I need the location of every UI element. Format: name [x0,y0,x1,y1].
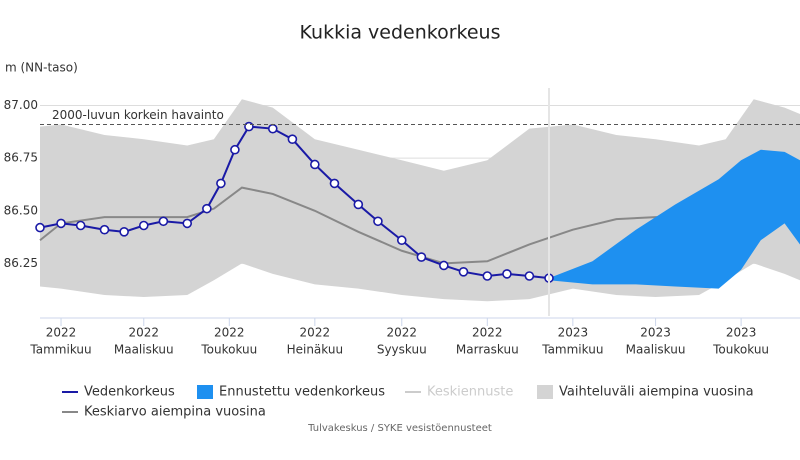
legend-label: Vaihteluväli aiempina vuosina [559,385,754,400]
x-tick-label: 2023 [726,326,757,340]
source: Tulvakeskus / SYKE vesistöennusteet [307,423,492,434]
x-tick-label: Heinäkuu [287,343,344,357]
marker [439,260,449,271]
y-tick-label: 86.50 [4,203,38,217]
x-tick-label: 2022 [300,326,331,340]
marker [138,220,149,231]
legend-item[interactable]: Vedenkorkeus [62,385,175,400]
legend-label: Keskiarvo aiempina vuosina [84,405,266,420]
x-tick-label: 2022 [472,326,503,340]
marker [75,220,86,231]
x-tick-label: Maaliskuu [114,343,174,357]
x-tick-label: 2022 [128,326,159,340]
legend-label: Ennustettu vedenkorkeus [219,385,385,400]
chart-title: Kukkia vedenkorkeus [300,22,501,44]
marker [99,224,110,235]
legend-item[interactable]: Vaihteluväli aiempina vuosina [537,385,754,400]
legend-label: Keskiennuste [427,385,513,400]
marker [310,159,320,170]
x-tick-label: 2022 [46,326,77,340]
x-tick-label: 2023 [640,326,671,340]
legend-swatch [197,385,213,399]
y-tick-label: 86.25 [4,256,38,270]
x-tick-label: Marraskuu [456,343,519,357]
y-tick-label: 86.75 [4,151,38,165]
marker [353,199,364,210]
marker [230,144,240,155]
x-tick-label: Toukokuu [712,343,769,357]
x-tick-label: 2023 [558,326,589,340]
marker [35,222,45,233]
x-tick-label: Tammikuu [541,343,603,357]
x-tick-label: 2022 [214,326,245,340]
marker [524,271,535,281]
marker [202,203,212,214]
x-tick-label: Syyskuu [377,343,427,357]
legend-item[interactable]: Keskiennuste [405,385,513,400]
legend-label: Vedenkorkeus [84,385,175,400]
marker [373,216,383,227]
marker [182,218,193,229]
x-tick-label: Maaliskuu [626,343,686,357]
x-tick-label: Tammikuu [29,343,91,357]
marker [267,123,278,134]
marker [158,216,169,227]
x-tick-label: 2022 [386,326,417,340]
x-tick-label: Toukokuu [200,343,257,357]
marker [329,178,340,189]
y-tick-label: 87.00 [4,98,38,112]
annotation-text: 2000-luvun korkein havainto [52,108,224,122]
legend-swatch [537,385,553,399]
band [549,149,800,289]
marker [119,227,129,237]
marker [244,121,254,132]
marker [482,271,493,281]
legend-item[interactable]: Ennustettu vedenkorkeus [197,385,385,400]
y-axis-label: m (NN-taso) [5,61,78,75]
marker [287,134,298,144]
legend-item[interactable]: Keskiarvo aiempina vuosina [62,405,266,420]
marker [502,269,512,279]
marker [396,235,407,246]
plot [35,99,800,302]
marker [56,218,66,229]
marker [416,252,427,262]
marker [458,266,469,277]
marker [216,178,226,189]
